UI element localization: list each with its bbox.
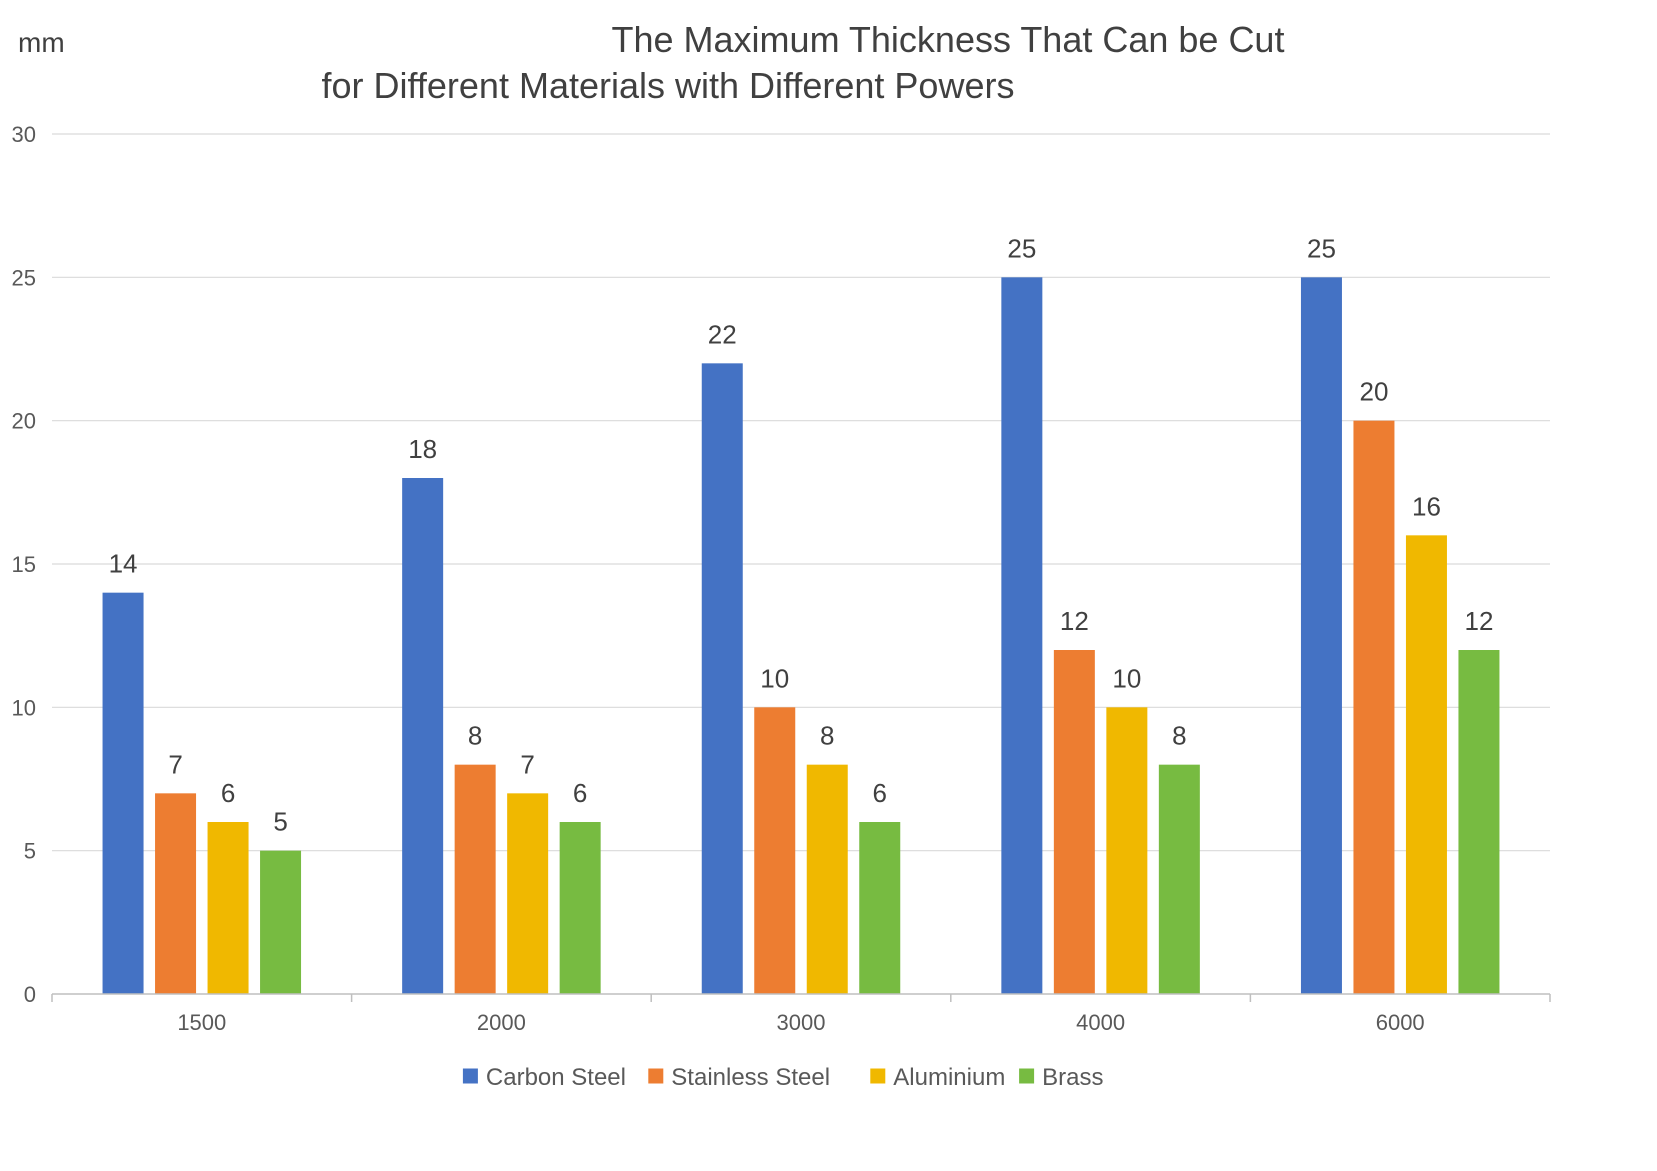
gridlines bbox=[52, 133, 1550, 852]
bar-stainless-steel-6000 bbox=[1353, 420, 1395, 995]
x-tick-label-3000: 3000 bbox=[777, 1010, 826, 1035]
data-label-aluminium-1500: 6 bbox=[221, 778, 235, 808]
legend-swatch-carbon-steel bbox=[462, 1068, 478, 1084]
data-label-brass-3000: 6 bbox=[873, 778, 887, 808]
data-label-aluminium-6000: 16 bbox=[1412, 491, 1441, 521]
chart-title-line-2: for Different Materials with Different P… bbox=[322, 65, 1015, 106]
bar-aluminium-2000 bbox=[507, 793, 549, 994]
y-tick-label-5: 5 bbox=[24, 839, 36, 864]
data-label-carbon-steel-3000: 22 bbox=[708, 319, 737, 349]
data-label-carbon-steel-4000: 25 bbox=[1007, 233, 1036, 263]
legend: Carbon Steel Stainless Steel Aluminium Bras… bbox=[462, 1064, 1103, 1091]
data-label-carbon-steel-2000: 18 bbox=[408, 434, 437, 464]
data-label-aluminium-3000: 8 bbox=[820, 721, 834, 751]
bar-stainless-steel-1500 bbox=[155, 793, 197, 994]
bar-stainless-steel-4000 bbox=[1053, 650, 1095, 994]
data-label-carbon-steel-6000: 25 bbox=[1307, 233, 1336, 263]
bar-brass-2000 bbox=[559, 822, 601, 994]
data-label-brass-1500: 5 bbox=[273, 807, 287, 837]
bars bbox=[102, 277, 1500, 995]
bar-carbon-steel-1500 bbox=[102, 592, 144, 994]
y-tick-label-25: 25 bbox=[12, 265, 36, 290]
legend-label-aluminium: Aluminium bbox=[893, 1064, 1005, 1091]
legend-swatch-stainless-steel bbox=[648, 1068, 664, 1084]
x-tick-label-1500: 1500 bbox=[177, 1010, 226, 1035]
x-axis-ticks: 1500 2000 3000 4000 6000 bbox=[177, 1010, 1424, 1035]
bar-brass-6000 bbox=[1458, 650, 1500, 994]
y-tick-label-15: 15 bbox=[12, 552, 36, 577]
bar-brass-3000 bbox=[859, 822, 901, 994]
bar-aluminium-3000 bbox=[806, 764, 848, 994]
legend-label-brass: Brass bbox=[1042, 1064, 1103, 1091]
data-label-stainless-steel-3000: 10 bbox=[760, 663, 789, 693]
x-tick-label-2000: 2000 bbox=[477, 1010, 526, 1035]
data-label-brass-4000: 8 bbox=[1172, 721, 1186, 751]
legend-label-carbon-steel: Carbon Steel bbox=[486, 1064, 626, 1091]
chart-title-line-1: The Maximum Thickness That Can be Cut bbox=[612, 19, 1285, 60]
bar-carbon-steel-4000 bbox=[1001, 277, 1043, 994]
data-label-aluminium-2000: 7 bbox=[520, 749, 534, 779]
y-unit-label: mm bbox=[18, 27, 65, 58]
legend-swatch-brass bbox=[1019, 1068, 1035, 1084]
bar-carbon-steel-6000 bbox=[1300, 277, 1342, 994]
data-label-stainless-steel-2000: 8 bbox=[468, 721, 482, 751]
data-label-aluminium-4000: 10 bbox=[1112, 663, 1141, 693]
bar-aluminium-1500 bbox=[207, 822, 249, 994]
data-label-brass-6000: 12 bbox=[1464, 606, 1493, 636]
y-tick-label-0: 0 bbox=[24, 982, 36, 1007]
bar-carbon-steel-2000 bbox=[402, 478, 444, 994]
y-axis-ticks: 0 5 10 15 20 25 30 bbox=[12, 122, 36, 1007]
bar-stainless-steel-2000 bbox=[454, 764, 496, 994]
bar-carbon-steel-3000 bbox=[701, 363, 743, 994]
bar-aluminium-4000 bbox=[1106, 707, 1148, 994]
data-label-stainless-steel-4000: 12 bbox=[1060, 606, 1089, 636]
y-tick-label-30: 30 bbox=[12, 122, 36, 147]
x-tick-label-6000: 6000 bbox=[1376, 1010, 1425, 1035]
y-tick-label-20: 20 bbox=[12, 409, 36, 434]
bar-brass-4000 bbox=[1158, 764, 1200, 994]
bar-brass-1500 bbox=[260, 850, 302, 994]
legend-label-stainless-steel: Stainless Steel bbox=[671, 1064, 830, 1091]
bar-aluminium-6000 bbox=[1405, 535, 1447, 994]
x-axis bbox=[51, 993, 1551, 1002]
data-label-carbon-steel-1500: 14 bbox=[109, 549, 138, 579]
data-labels: 14 7 6 5 18 8 7 6 22 10 8 6 25 12 10 8 25 20 16 12 bbox=[109, 233, 1494, 836]
data-label-stainless-steel-1500: 7 bbox=[168, 749, 182, 779]
y-tick-label-10: 10 bbox=[12, 695, 36, 720]
data-label-brass-2000: 6 bbox=[573, 778, 587, 808]
data-label-stainless-steel-6000: 20 bbox=[1359, 377, 1388, 407]
x-tick-label-4000: 4000 bbox=[1076, 1010, 1125, 1035]
bar-stainless-steel-3000 bbox=[754, 707, 796, 994]
legend-swatch-aluminium bbox=[870, 1068, 886, 1084]
